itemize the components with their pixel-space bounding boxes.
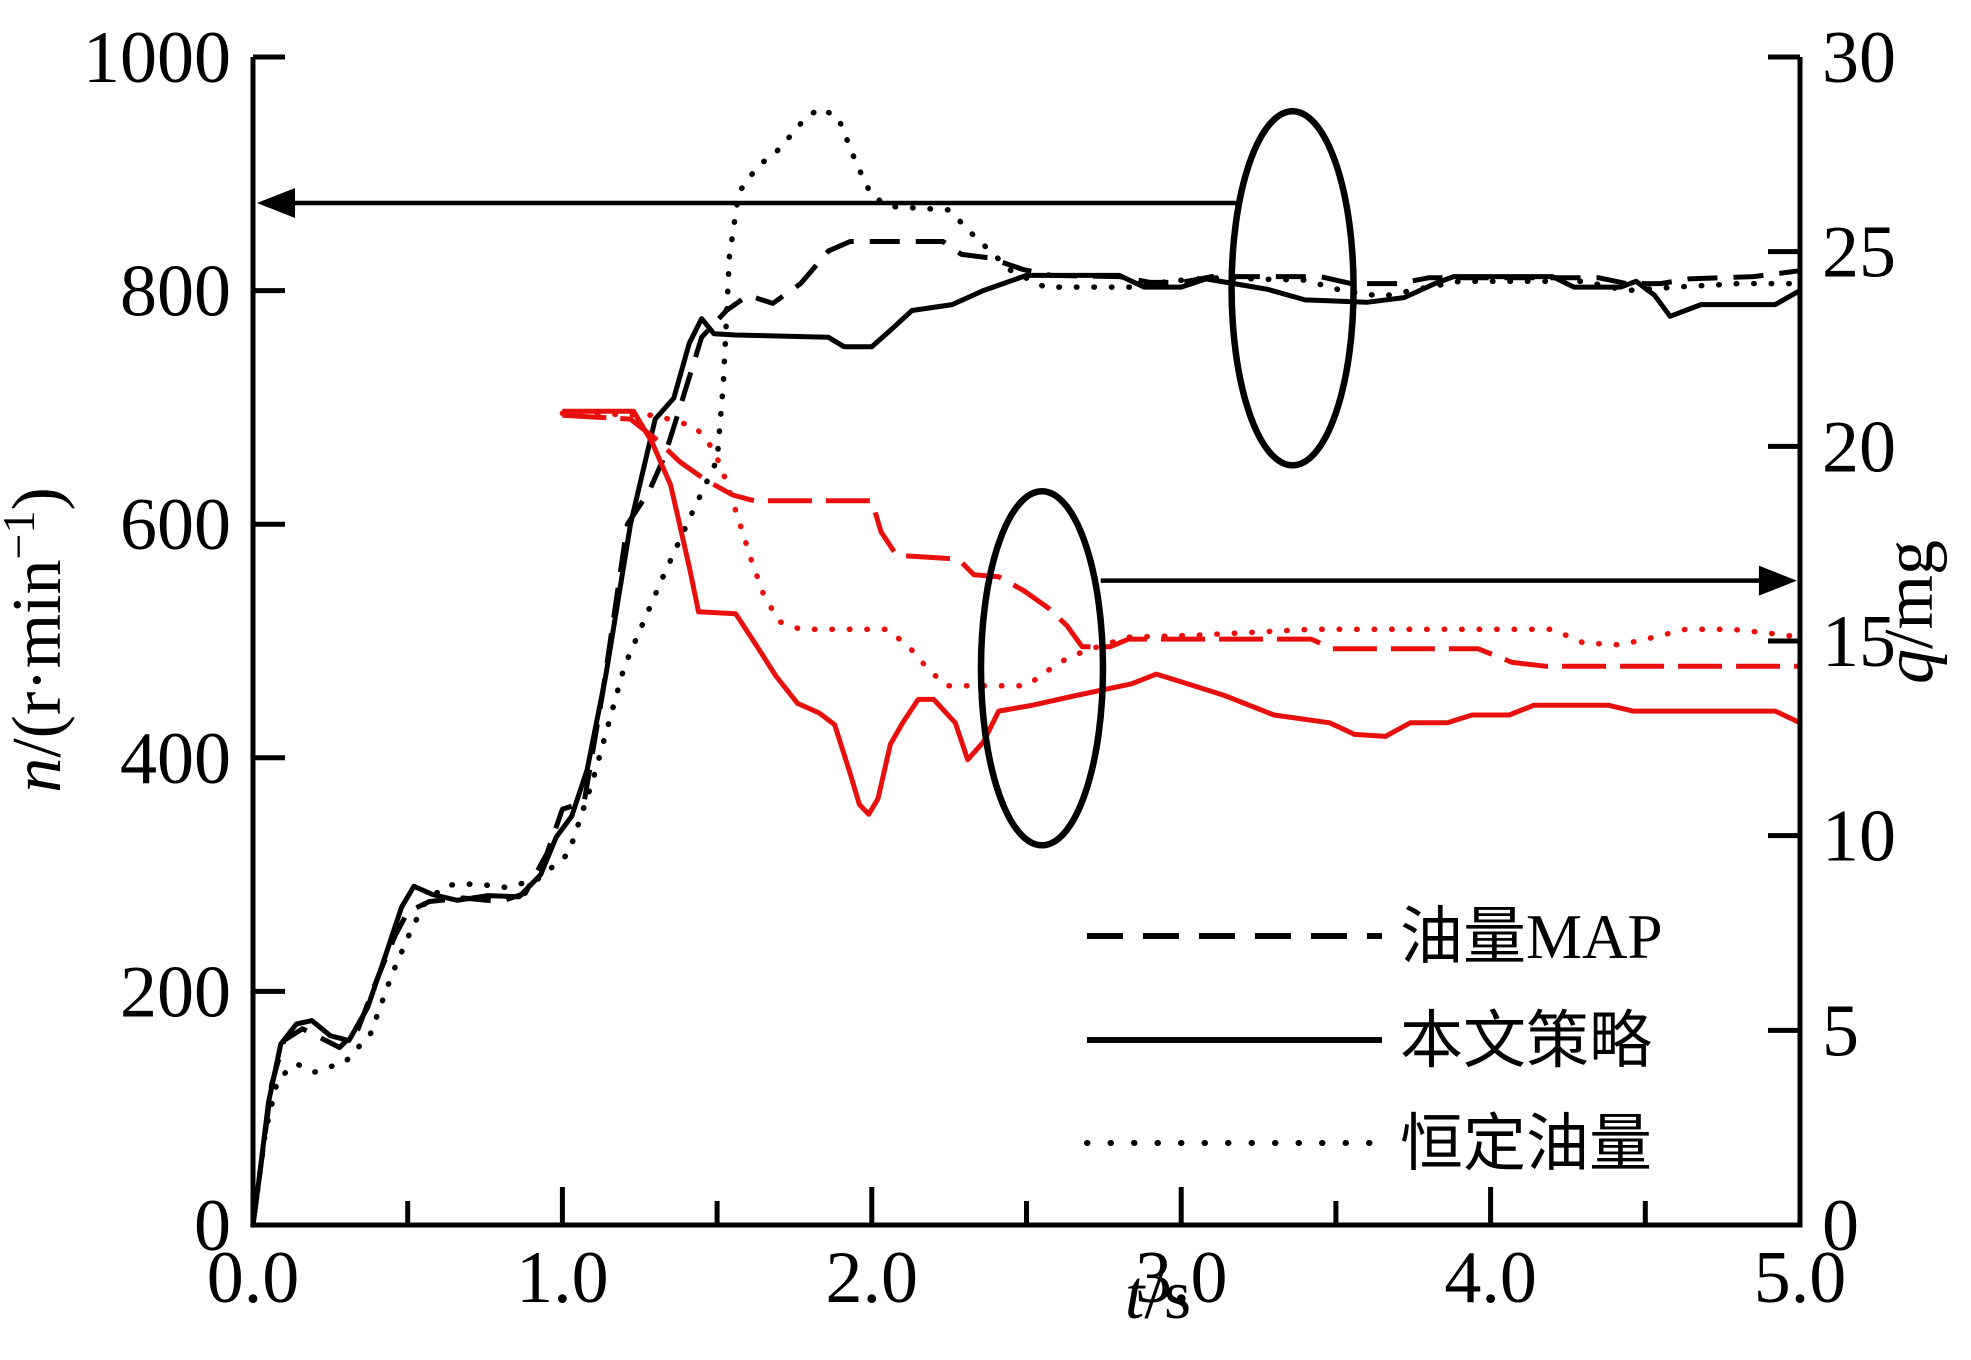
x-axis-tick-label: 4.0 (1444, 1237, 1537, 1319)
right-axis-title: q/mg (1871, 540, 1948, 684)
annotations-layer (257, 108, 1797, 849)
speed-band-highlight (1228, 108, 1357, 469)
x-axis-tick-label: 3.0 (1135, 1237, 1228, 1319)
arrow-to-fuel-axis-head (1758, 565, 1797, 596)
series-dashed-red (562, 412, 1800, 669)
legend-item-strategy: 本文策略 (1087, 1006, 1652, 1076)
left-axis-tick-label: 800 (120, 251, 231, 333)
legend-item-map: 油量MAP (1087, 902, 1663, 972)
right-axis-tick-label: 20 (1822, 406, 1896, 488)
series-solid-black (250, 272, 1802, 1226)
x-axis-tick-label: 2.0 (826, 1237, 919, 1319)
series-solid-red (562, 408, 1802, 817)
left-axis-tick-label: 400 (120, 718, 231, 800)
x-axis-tick-label: 1.0 (516, 1237, 609, 1319)
legend-label-map: 油量MAP (1400, 902, 1663, 972)
curves-layer (250, 105, 1803, 1228)
right-axis-tick-label: 10 (1822, 796, 1896, 878)
right-axis-tick-label: 0 (1822, 1185, 1859, 1267)
legend-label-constant: 恒定油量 (1400, 1109, 1652, 1179)
legend: 油量MAP 本文策略 恒定油量 (1084, 902, 1663, 1179)
right-axis-tick-label: 5 (1822, 990, 1859, 1072)
x-axis-tick-label: 5.0 (1754, 1237, 1847, 1319)
axes-layer: 0 200 400 600 800 1000 0 5 10 15 20 25 30 0.0 1.0 2.0 3.… (83, 17, 1896, 1319)
legend-label-strategy: 本文策略 (1400, 1006, 1652, 1076)
legend-item-constant: 恒定油量 (1084, 1109, 1652, 1179)
left-axis-tick-label: 600 (120, 484, 231, 566)
left-axis-tick-label: 0 (194, 1185, 231, 1267)
x-axis-tick-label: 0.0 (207, 1237, 300, 1319)
left-axis-tick-label: 1000 (83, 17, 231, 99)
series-dotted-red (559, 410, 1803, 689)
fuel-band-highlight (977, 488, 1107, 849)
arrow-to-speed-axis-head (257, 188, 296, 218)
right-axis-tick-label: 25 (1822, 212, 1896, 294)
left-axis-tick-label: 200 (120, 951, 231, 1033)
right-axis-tick-label: 15 (1822, 601, 1896, 683)
series-dotted-black (250, 105, 1803, 1228)
series-dashed-black (250, 239, 1801, 1226)
left-axis-title: n/(r·min−1) (0, 487, 76, 793)
right-axis-tick-label: 30 (1822, 17, 1896, 99)
x-axis-title: t/s (1125, 1257, 1191, 1334)
